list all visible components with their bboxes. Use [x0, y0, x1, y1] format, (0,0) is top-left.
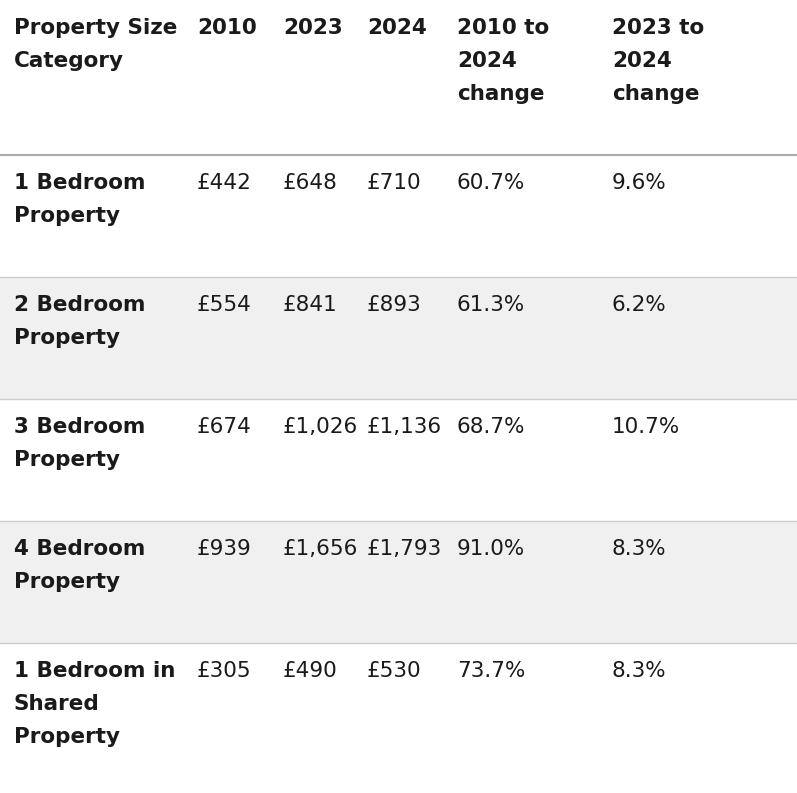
Text: £490: £490	[283, 661, 338, 681]
Text: 8.3%: 8.3%	[612, 539, 666, 559]
Text: £442: £442	[197, 173, 252, 193]
Text: 6.2%: 6.2%	[612, 295, 667, 315]
Text: £710: £710	[367, 173, 422, 193]
Text: £939: £939	[197, 539, 252, 559]
Text: 4 Bedroom
Property: 4 Bedroom Property	[14, 539, 145, 592]
Bar	[0, 277, 797, 399]
Text: £1,656: £1,656	[283, 539, 359, 559]
Text: Property Size
Category: Property Size Category	[14, 18, 178, 71]
Text: 10.7%: 10.7%	[612, 417, 681, 437]
Text: 73.7%: 73.7%	[457, 661, 525, 681]
Text: 2010: 2010	[197, 18, 257, 38]
Bar	[0, 643, 797, 793]
Text: £1,136: £1,136	[367, 417, 442, 437]
Text: £305: £305	[197, 661, 252, 681]
Text: 8.3%: 8.3%	[612, 661, 666, 681]
Text: £1,793: £1,793	[367, 539, 442, 559]
Text: 2023 to
2024
change: 2023 to 2024 change	[612, 18, 705, 104]
Text: 2 Bedroom
Property: 2 Bedroom Property	[14, 295, 146, 348]
Text: 3 Bedroom
Property: 3 Bedroom Property	[14, 417, 145, 469]
Text: 9.6%: 9.6%	[612, 173, 667, 193]
Bar	[0, 0, 797, 155]
Text: 91.0%: 91.0%	[457, 539, 525, 559]
Text: £554: £554	[197, 295, 252, 315]
Text: 1 Bedroom
Property: 1 Bedroom Property	[14, 173, 146, 226]
Text: 61.3%: 61.3%	[457, 295, 525, 315]
Text: £530: £530	[367, 661, 422, 681]
Text: 60.7%: 60.7%	[457, 173, 525, 193]
Text: 1 Bedroom in
Shared
Property: 1 Bedroom in Shared Property	[14, 661, 175, 746]
Text: £893: £893	[367, 295, 422, 315]
Text: £1,026: £1,026	[283, 417, 358, 437]
Text: 2023: 2023	[283, 18, 343, 38]
Bar	[0, 399, 797, 521]
Text: 68.7%: 68.7%	[457, 417, 525, 437]
Bar	[0, 521, 797, 643]
Text: £674: £674	[197, 417, 252, 437]
Bar	[0, 155, 797, 277]
Text: 2010 to
2024
change: 2010 to 2024 change	[457, 18, 549, 104]
Text: £648: £648	[283, 173, 338, 193]
Text: 2024: 2024	[367, 18, 426, 38]
Text: £841: £841	[283, 295, 338, 315]
